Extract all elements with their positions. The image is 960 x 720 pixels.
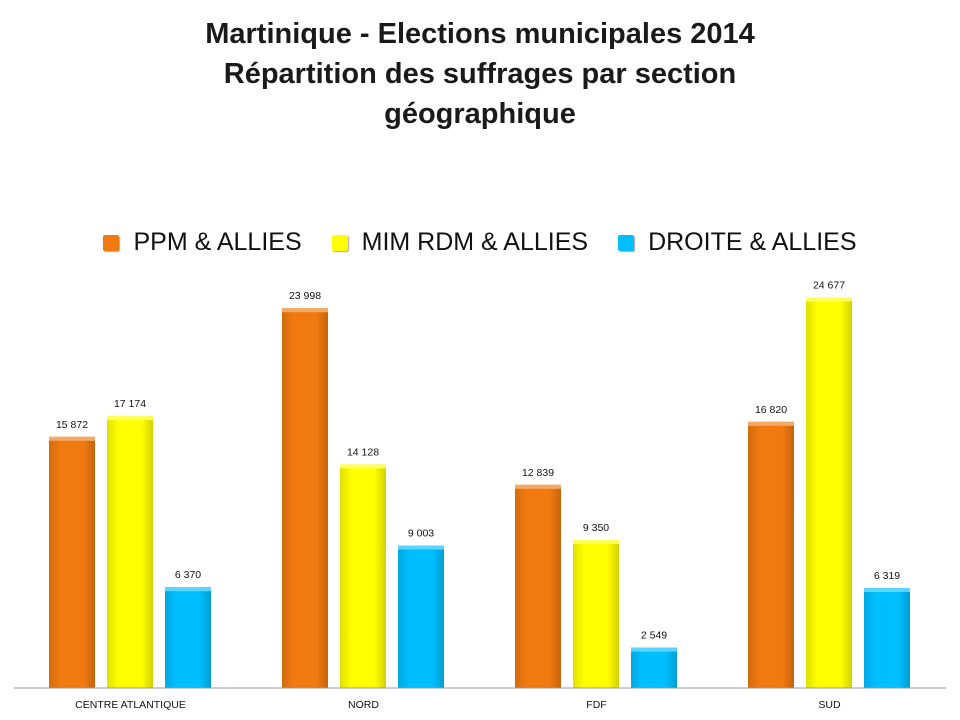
bar-3-3 xyxy=(631,647,677,688)
legend-item-mim: MIM RDM & ALLIES xyxy=(331,228,589,257)
chart-title-line-3: géographique xyxy=(384,98,576,130)
data-label-2-2: 14 128 xyxy=(347,446,379,458)
data-label-1-2: 17 174 xyxy=(114,398,146,410)
legend-label-ppm: PPM & ALLIES xyxy=(133,228,302,256)
data-label-2-3: 9 003 xyxy=(408,528,434,540)
legend-label-droite: DROITE & ALLIES xyxy=(648,228,857,256)
bar-cap-1-2 xyxy=(107,416,153,421)
bar-cap-2-3 xyxy=(398,545,444,550)
bar-cap-4-3 xyxy=(864,588,910,593)
category-label-4: SUD xyxy=(818,699,841,711)
bar-3-2 xyxy=(573,540,619,688)
bar-cap-1-1 xyxy=(49,436,95,441)
category-label-1: CENTRE ATLANTIQUE xyxy=(75,699,186,711)
data-label-1-3: 6 370 xyxy=(175,569,201,581)
bar-4-1 xyxy=(748,421,794,688)
data-label-1-1: 15 872 xyxy=(56,419,88,431)
bars-layer xyxy=(49,297,910,688)
bar-1-1 xyxy=(49,436,95,688)
chart-title: Martinique - Elections municipales 2014 … xyxy=(0,14,960,134)
bar-cap-3-3 xyxy=(631,647,677,652)
bar-cap-2-1 xyxy=(282,308,328,313)
data-label-3-1: 12 839 xyxy=(522,467,554,479)
legend-swatch-ppm xyxy=(103,234,120,251)
data-label-4-1: 16 820 xyxy=(755,404,787,416)
chart-title-line-2: Répartition des suffrages par section xyxy=(223,58,737,90)
bar-cap-3-1 xyxy=(515,484,561,489)
legend-item-ppm: PPM & ALLIES xyxy=(103,228,302,257)
bar-3-1 xyxy=(515,484,561,688)
data-label-4-3: 6 319 xyxy=(874,570,900,582)
chart-legend: PPM & ALLIES MIM RDM & ALLIES DROITE & A… xyxy=(0,228,960,257)
category-label-2: NORD xyxy=(348,699,379,711)
legend-item-droite: DROITE & ALLIES xyxy=(618,228,857,257)
bar-1-3 xyxy=(165,587,211,688)
bar-2-3 xyxy=(398,545,444,688)
bar-2-2 xyxy=(340,464,386,688)
data-label-4-2: 24 677 xyxy=(813,279,845,291)
bar-cap-1-3 xyxy=(165,587,211,592)
legend-swatch-droite xyxy=(618,234,635,251)
bar-cap-4-1 xyxy=(748,421,794,426)
chart-title-line-1: Martinique - Elections municipales 2014 xyxy=(205,18,755,50)
bar-cap-4-2 xyxy=(806,297,852,302)
bar-2-1 xyxy=(282,308,328,688)
bar-cap-2-2 xyxy=(340,464,386,469)
category-label-3: FDF xyxy=(586,699,606,711)
legend-label-mim: MIM RDM & ALLIES xyxy=(361,228,589,256)
legend-swatch-mim xyxy=(331,234,348,251)
bar-4-3 xyxy=(864,588,910,688)
bar-cap-3-2 xyxy=(573,540,619,545)
data-label-3-2: 9 350 xyxy=(583,522,609,534)
bar-4-2 xyxy=(806,297,852,688)
bar-1-2 xyxy=(107,416,153,688)
data-label-3-3: 2 549 xyxy=(641,630,667,642)
labels-layer: 15 872 17 174 6 370 CENTRE ATLANTIQUE 23 998… xyxy=(56,279,900,711)
data-label-2-1: 23 998 xyxy=(289,290,321,302)
